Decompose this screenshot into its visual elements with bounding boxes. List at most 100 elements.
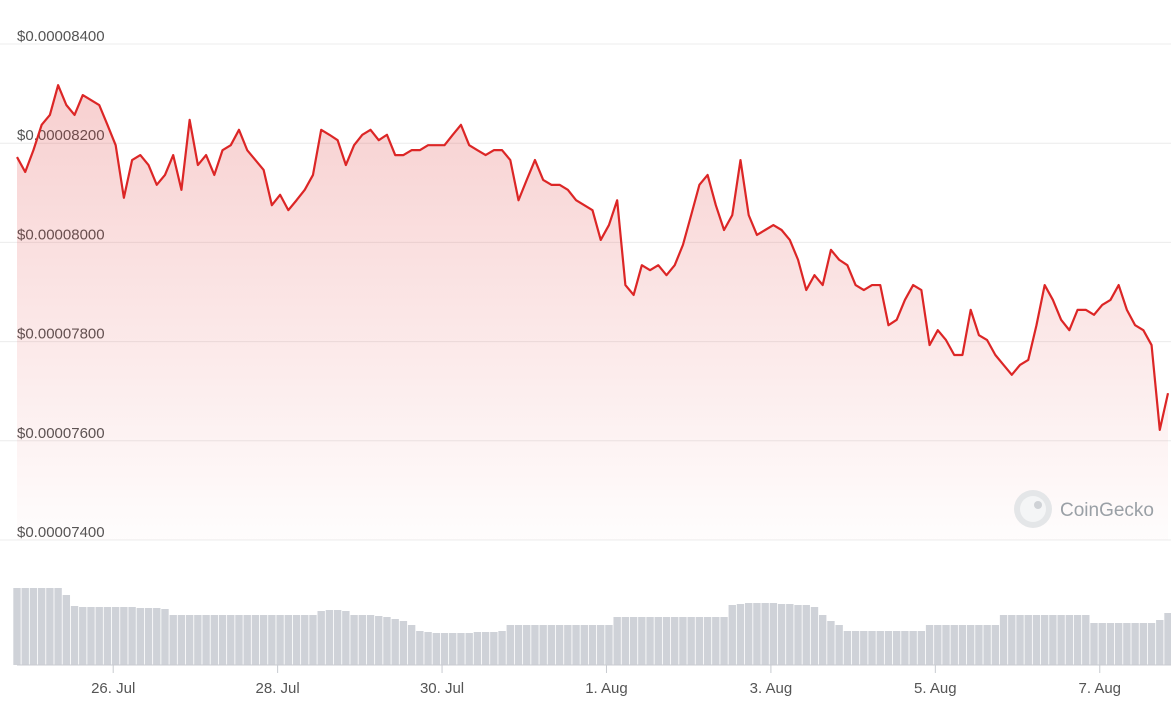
volume-bar [1057,615,1065,665]
volume-bar [1123,623,1131,665]
volume-bar [835,625,843,665]
volume-bar [128,607,136,665]
x-tick-label: 3. Aug [750,680,793,697]
volume-bar [407,625,416,665]
volume-bar [786,604,794,665]
volume-bar [276,615,284,665]
volume-bar [210,615,219,665]
volume-bar [843,631,852,665]
volume-bar [613,617,621,665]
volume-bar [490,632,498,665]
volume-bar [1164,613,1171,665]
volume-bar [975,625,983,665]
volume-bar [523,625,531,665]
volume-bar [29,588,38,665]
volume-bar [424,632,432,665]
volume-bar [449,633,457,665]
volume-bar [87,607,95,665]
watermark: CoinGecko [1014,490,1154,528]
volume-bar [728,605,736,665]
volume-bar [161,609,169,665]
volume-bar [383,617,391,665]
volume-bar [687,617,695,665]
volume-bar [1065,615,1074,665]
volume-bar [1073,615,1082,665]
volume-bar [391,619,399,665]
volume-bar [46,588,54,665]
volume-bar [753,603,761,665]
volume-bar [317,611,325,665]
volume-bar [950,625,958,665]
volume-bar [70,606,79,665]
volume-bar [572,625,580,665]
volume-bar [62,595,71,665]
volume-bar [580,625,588,665]
volume-bar [695,617,704,665]
x-tick-label: 30. Jul [420,680,464,697]
x-tick-label: 28. Jul [256,680,300,697]
x-tick-label: 1. Aug [585,680,628,697]
volume-bar [13,588,21,665]
volume-bar [465,633,473,665]
volume-bar [703,617,712,665]
volume-bar [259,615,268,665]
volume-bar [564,625,572,665]
volume-bar [416,631,424,665]
volume-bar [309,615,317,665]
volume-bar [588,625,597,665]
volume-bar [991,625,1000,665]
volume-bar [1156,620,1164,665]
volume-bar [399,621,408,665]
volume-bar [342,611,350,665]
volume-bar [654,617,662,665]
volume-bar [605,625,613,665]
volume-bar [720,617,728,665]
volume-bar [202,615,210,665]
volume-bar [712,617,720,665]
volume-bar [942,625,950,665]
volume-bar [1114,623,1123,665]
volume-bar [819,615,827,665]
volume-bar [95,607,103,665]
volume-bar [366,615,375,665]
volume-bar [169,615,177,665]
volume-bar [934,625,942,665]
volume-bar [892,631,901,665]
volume-bar [21,588,29,665]
volume-bar [999,615,1008,665]
volume-bar [1082,615,1090,665]
volume-bar [333,610,342,665]
x-tick-label: 26. Jul [91,680,135,697]
volume-bar [1016,615,1024,665]
volume-bar [925,625,934,665]
volume-bar [111,607,120,665]
watermark-text: CoinGecko [1060,500,1154,521]
volume-bar [235,615,243,665]
x-tick-label: 7. Aug [1078,680,1121,697]
volume-bar [736,604,745,665]
volume-bar [1024,615,1032,665]
volume-bar [662,617,671,665]
volume-bar [917,631,926,665]
volume-bar [868,631,876,665]
volume-bar [1098,623,1106,665]
volume-bar [555,625,564,665]
volume-bar [375,616,383,665]
volume-bar [153,608,161,665]
volume-bar [284,615,293,665]
price-line [16,84,1170,431]
x-tick-label: 5. Aug [914,680,957,697]
volume-bar [745,603,753,665]
volume-bar [136,608,145,665]
volume-bar [777,604,786,665]
volume-bar [473,632,482,665]
volume-bar [292,615,301,665]
volume-bar [185,615,194,665]
volume-bar [761,603,769,665]
volume-bar [350,615,358,665]
volume-bar [884,631,893,665]
volume-bar [325,610,334,665]
volume-bar [1008,615,1016,665]
volume-bar [218,615,227,665]
